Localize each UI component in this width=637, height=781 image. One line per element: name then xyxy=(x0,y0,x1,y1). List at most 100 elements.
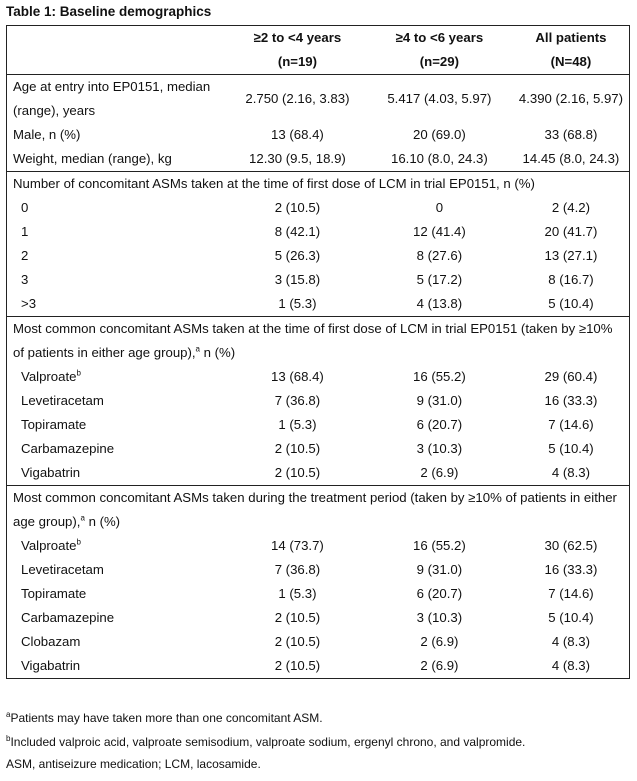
table-row: Levetiracetam 7 (36.8) 9 (31.0) 16 (33.3) xyxy=(7,558,630,582)
value-cell: 20 (41.7) xyxy=(544,224,598,239)
value-cell: 5 (10.4) xyxy=(548,441,594,456)
row-label-text: Valproate xyxy=(21,538,77,553)
value-cell: 1 (5.3) xyxy=(278,417,317,432)
value-cell: 5.417 (4.03, 5.97) xyxy=(365,74,513,123)
row-label-text: Clobazam xyxy=(21,634,81,649)
value-cell: 2 (6.9) xyxy=(420,465,459,480)
table-row: Valproateb 13 (68.4) 16 (55.2) 29 (60.4) xyxy=(7,365,630,389)
row-label: Carbamazepine xyxy=(7,437,229,461)
value-cell: 13 (27.1) xyxy=(544,248,598,263)
row-label-text: Valproate xyxy=(21,369,77,384)
table-row: 0 2 (10.5) 0 2 (4.2) xyxy=(7,196,630,220)
value-cell: 16 (33.3) xyxy=(544,562,598,577)
table-row: Carbamazepine 2 (10.5) 3 (10.3) 5 (10.4) xyxy=(7,606,630,630)
row-label: 3 xyxy=(7,268,229,292)
value-cell: 2 (4.2) xyxy=(551,200,590,215)
footnote-text: ASM, antiseizure medication; LCM, lacosa… xyxy=(6,757,261,771)
table-row: Vigabatrin 2 (10.5) 2 (6.9) 4 (8.3) xyxy=(7,461,630,486)
value-cell: 6 (20.7) xyxy=(416,586,463,601)
section-heading-tail: n (%) xyxy=(84,514,121,529)
table-title: Table 1: Baseline demographics xyxy=(6,4,212,19)
table-row: Topiramate 1 (5.3) 6 (20.7) 7 (14.6) xyxy=(7,413,630,437)
section-heading-row: Number of concomitant ASMs taken at the … xyxy=(6,171,630,196)
row-label-text: Carbamazepine xyxy=(21,441,115,456)
value-cell: 2 (10.5) xyxy=(274,634,321,649)
row-label: 2 xyxy=(7,244,229,268)
value-cell: 7 (36.8) xyxy=(274,562,321,577)
footnote-marker: b xyxy=(6,734,11,743)
footnote-text: Patients may have taken more than one co… xyxy=(10,711,323,725)
value-cell: 29 (60.4) xyxy=(544,369,598,384)
value-cell: 4 (8.3) xyxy=(551,634,590,649)
row-label: Vigabatrin xyxy=(7,461,229,486)
footnote: ASM, antiseizure medication; LCM, lacosa… xyxy=(6,757,261,771)
value-cell: 3 (15.8) xyxy=(274,272,321,287)
value-cell: 8 (42.1) xyxy=(274,224,321,239)
value-cell: 2 (6.9) xyxy=(420,658,459,673)
row-label-text: Topiramate xyxy=(21,586,87,601)
row-label-text: >3 xyxy=(21,296,37,311)
section-heading: Most common concomitant ASMs taken durin… xyxy=(6,485,630,534)
table-row: Valproateb 14 (73.7) 16 (55.2) 30 (62.5) xyxy=(7,534,630,558)
header-blank xyxy=(7,26,229,51)
value-cell: 16.10 (8.0, 24.3) xyxy=(391,151,488,166)
value-cell: 13 (68.4) xyxy=(271,369,324,384)
row-label: >3 xyxy=(7,292,229,317)
value-cell: 5 (10.4) xyxy=(548,296,594,311)
value-cell: 1 (5.3) xyxy=(278,296,317,311)
value-cell: 14.45 (8.0, 24.3) xyxy=(522,151,620,166)
table-row: Clobazam 2 (10.5) 2 (6.9) 4 (8.3) xyxy=(7,630,630,654)
value-cell: 2 (10.5) xyxy=(274,610,321,625)
row-label: Topiramate xyxy=(7,582,229,606)
value-cell: 2 (6.9) xyxy=(420,634,459,649)
row-label: Vigabatrin xyxy=(7,654,229,679)
footnote-marker: a xyxy=(195,344,200,354)
row-label-text: 3 xyxy=(21,272,29,287)
column-n: (N=48) xyxy=(550,54,592,69)
value-cell: 5 (10.4) xyxy=(548,610,594,625)
table-row: Levetiracetam 7 (36.8) 9 (31.0) 16 (33.3) xyxy=(7,389,630,413)
header-row: ≥2 to <4 years ≥4 to <6 years All patien… xyxy=(7,26,630,51)
column-header: All patients xyxy=(535,30,607,45)
section-heading-text: Number of concomitant ASMs taken at the … xyxy=(13,176,535,191)
row-label: Topiramate xyxy=(7,413,229,437)
value-cell: 12 (41.4) xyxy=(413,224,466,239)
value-cell: 1 (5.3) xyxy=(278,586,317,601)
footnote: aPatients may have taken more than one c… xyxy=(6,711,323,726)
value-cell: 4.390 (2.16, 5.97) xyxy=(512,74,630,123)
footnote-marker: b xyxy=(76,368,81,378)
row-label: Valproateb xyxy=(7,365,229,389)
row-label-text: Vigabatrin xyxy=(21,658,81,673)
value-cell: 8 (27.6) xyxy=(416,248,463,263)
value-cell: 14 (73.7) xyxy=(271,538,324,553)
value-cell: 7 (14.6) xyxy=(548,417,594,432)
header-blank xyxy=(7,50,229,75)
row-label-text: Topiramate xyxy=(21,417,87,432)
value-cell: 9 (31.0) xyxy=(416,562,463,577)
table-row: Carbamazepine 2 (10.5) 3 (10.3) 5 (10.4) xyxy=(7,437,630,461)
value-cell: 13 (68.4) xyxy=(271,127,324,142)
row-label: Male, n (%) xyxy=(13,127,81,142)
value-cell: 20 (69.0) xyxy=(413,127,466,142)
row-label-text: Vigabatrin xyxy=(21,465,81,480)
row-label: Levetiracetam xyxy=(7,389,229,413)
row-label-text: Levetiracetam xyxy=(21,393,104,408)
row-label-text: Carbamazepine xyxy=(21,610,115,625)
value-cell: 7 (36.8) xyxy=(274,393,321,408)
row-label: Weight, median (range), kg xyxy=(13,151,172,166)
table-row: Vigabatrin 2 (10.5) 2 (6.9) 4 (8.3) xyxy=(7,654,630,679)
section-heading-row: Most common concomitant ASMs taken durin… xyxy=(6,485,630,534)
section-heading: Number of concomitant ASMs taken at the … xyxy=(6,171,630,196)
value-cell: 16 (33.3) xyxy=(544,393,598,408)
value-cell: 2 (10.5) xyxy=(274,465,321,480)
value-cell: 8 (16.7) xyxy=(548,272,594,287)
column-n: (n=19) xyxy=(277,54,318,69)
section-heading-tail: n (%) xyxy=(200,345,236,360)
value-cell: 5 (17.2) xyxy=(416,272,463,287)
row-label-text: 0 xyxy=(21,200,29,215)
value-cell: 2 (10.5) xyxy=(274,658,321,673)
value-cell: 5 (26.3) xyxy=(274,248,321,263)
value-cell: 4 (8.3) xyxy=(551,658,590,673)
value-cell: 3 (10.3) xyxy=(416,610,463,625)
row-label: Carbamazepine xyxy=(7,606,229,630)
